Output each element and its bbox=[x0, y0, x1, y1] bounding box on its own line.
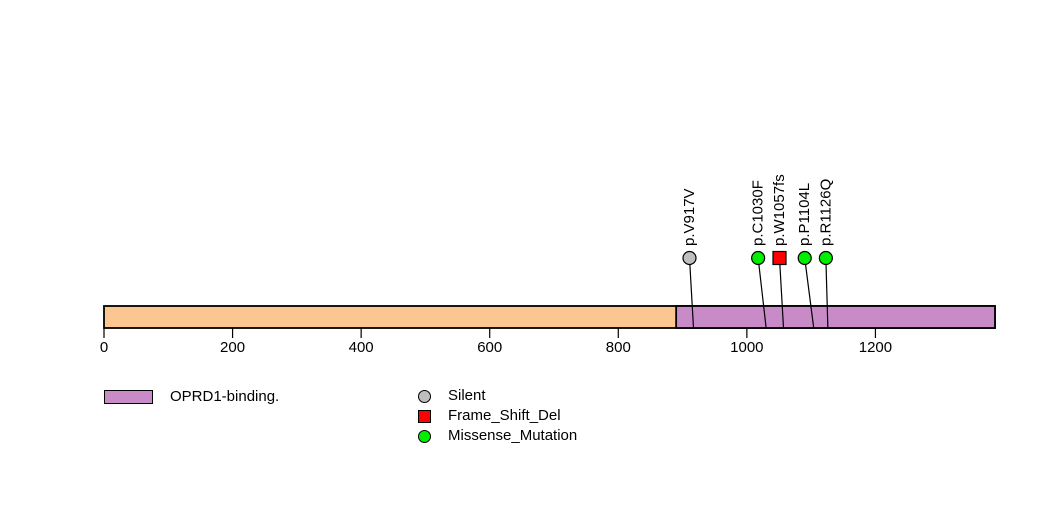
axis-tick-label-200: 200 bbox=[220, 339, 245, 356]
legend-row-silent: Silent bbox=[418, 387, 486, 404]
mutation-label-p.C1030F: p.C1030F bbox=[750, 180, 767, 246]
axis-tick-label-400: 400 bbox=[349, 339, 374, 356]
mutation-marker-p.R1126Q bbox=[818, 250, 833, 266]
lollipop-stick-p.V917V bbox=[688, 257, 695, 329]
mutation-marker-p.C1030F bbox=[751, 250, 766, 266]
domain-rect-oprd1-binding- bbox=[675, 305, 996, 329]
lollipop-stick-p.R1126Q bbox=[825, 257, 829, 329]
domain-legend-label: OPRD1-binding. bbox=[170, 388, 280, 405]
mutation-label-p.P1104L: p.P1104L bbox=[796, 183, 813, 246]
mutation-marker-p.V917V bbox=[682, 250, 697, 266]
mutation-label-p.V917V: p.V917V bbox=[681, 188, 698, 246]
frame-shift-del-marker-icon bbox=[418, 409, 431, 423]
axis-tick-label-600: 600 bbox=[477, 339, 502, 356]
axis-tick-label-1000: 1000 bbox=[730, 339, 763, 356]
missense-mutation-legend-label: Missense_Mutation bbox=[448, 427, 578, 444]
silent-legend-label: Silent bbox=[448, 387, 486, 404]
axis-tick-label-800: 800 bbox=[606, 339, 631, 356]
domain-legend-row: OPRD1-binding. bbox=[104, 388, 280, 405]
axis-tick-label-1200: 1200 bbox=[859, 339, 892, 356]
lollipop-stick-p.P1104L bbox=[804, 257, 815, 329]
lollipop-stick-p.W1057fs bbox=[778, 257, 785, 329]
legend-row-missense-mutation: Missense_Mutation bbox=[418, 427, 578, 444]
axis-tick-label-0: 0 bbox=[100, 339, 108, 356]
mutation-label-p.W1057fs: p.W1057fs bbox=[771, 174, 788, 246]
silent-marker-icon bbox=[418, 389, 431, 403]
missense-mutation-marker-icon bbox=[418, 429, 431, 443]
legend-row-frame-shift-del: Frame_Shift_Del bbox=[418, 407, 561, 424]
frame-shift-del-legend-label: Frame_Shift_Del bbox=[448, 407, 561, 424]
lollipop-stick-p.C1030F bbox=[757, 257, 767, 329]
mutation-marker-p.W1057fs bbox=[772, 250, 787, 266]
mutation-marker-p.P1104L bbox=[797, 250, 812, 266]
mutation-label-p.R1126Q: p.R1126Q bbox=[817, 179, 834, 246]
domain-color-swatch bbox=[104, 390, 153, 404]
